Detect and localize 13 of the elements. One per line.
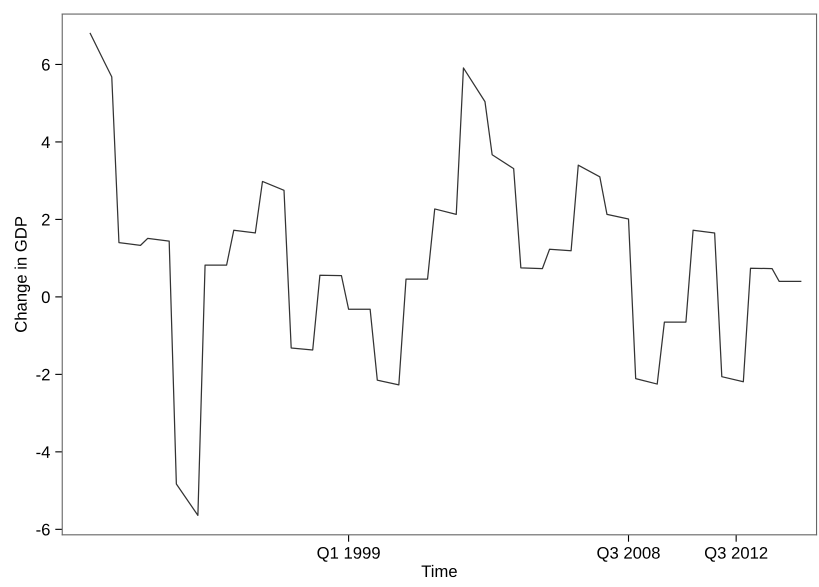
x-axis-title: Time	[422, 564, 457, 578]
y-axis-title: Change in GDP	[14, 216, 30, 332]
x-tick-label: Q1 1999	[317, 547, 380, 562]
y-tick-label: 4	[42, 136, 50, 148]
y-tick-label: 0	[42, 291, 50, 304]
x-tick-label: Q3 2008	[597, 547, 660, 562]
x-tick-label: Q3 2012	[704, 547, 768, 562]
y-tick-label: -6	[36, 524, 50, 536]
y-tick-label: -4	[36, 446, 50, 458]
y-tick-label: 6	[42, 58, 50, 71]
y-tick-label: -2	[36, 368, 50, 380]
y-tick-label: 2	[42, 214, 50, 226]
line-series	[90, 32, 802, 516]
